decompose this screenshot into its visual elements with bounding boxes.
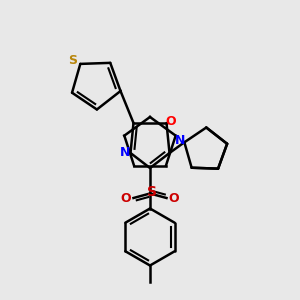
Text: O: O [121,191,131,205]
Text: N: N [120,146,130,160]
Text: S: S [146,185,157,199]
Text: S: S [68,54,77,68]
Text: O: O [166,115,176,128]
Text: N: N [175,134,185,147]
Text: O: O [169,191,179,205]
